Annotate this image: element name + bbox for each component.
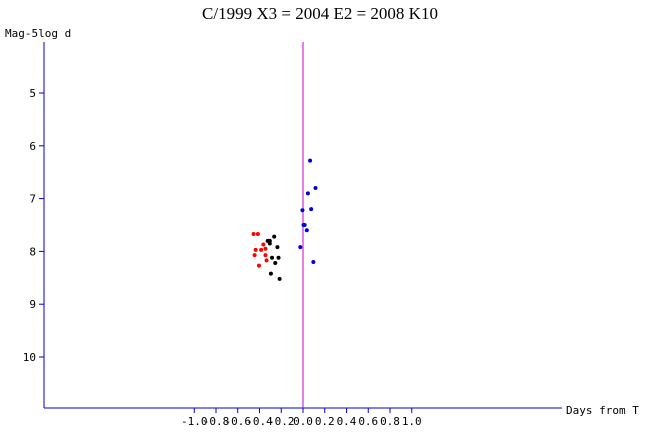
data-point (268, 271, 273, 276)
y-tick-label: 10 (23, 351, 36, 364)
data-point (253, 247, 258, 252)
data-point (264, 258, 269, 263)
data-point (298, 245, 303, 250)
y-tick-label: 5 (29, 87, 36, 100)
x-tick-label: 0.0 (293, 415, 313, 428)
data-point (300, 208, 305, 213)
data-point (305, 191, 310, 196)
data-point (259, 247, 264, 252)
x-tick-label: 1.0 (402, 415, 422, 428)
data-point (252, 253, 257, 258)
data-point (304, 228, 309, 233)
y-ticks: 5 6 7 8 9 10 (23, 87, 44, 364)
x-tick-label: 0.6 (358, 415, 378, 428)
data-points (251, 158, 318, 281)
data-point (256, 263, 261, 268)
data-point (255, 231, 260, 236)
data-point (309, 207, 314, 212)
y-tick-label: 7 (29, 193, 36, 206)
data-point (302, 223, 307, 227)
data-point (313, 186, 318, 191)
data-point (308, 158, 313, 163)
data-point (263, 253, 268, 258)
y-tick-label: 6 (29, 140, 36, 153)
x-ticks: -1.0-0.8-0.6-0.4-0.20.0 0.2 0.4 0.6 0.8 1.0 (181, 408, 422, 428)
data-point (276, 255, 281, 260)
data-point (311, 259, 316, 264)
data-point (251, 231, 256, 236)
data-point (273, 261, 278, 266)
x-tick-label: -0.8 (203, 415, 230, 428)
x-tick-label: -0.4 (246, 415, 273, 428)
data-point (267, 241, 272, 246)
data-point (272, 234, 277, 239)
y-tick-label: 9 (29, 298, 36, 311)
data-point (263, 246, 268, 251)
data-point (275, 245, 280, 250)
x-tick-label: -0.6 (225, 415, 252, 428)
x-tick-label: 0.8 (380, 415, 400, 428)
y-tick-label: 8 (29, 245, 36, 258)
x-axis-label: Days from T (566, 404, 639, 417)
y-axis-label: Mag-5log d (5, 27, 71, 40)
data-point (270, 255, 275, 260)
x-tick-label: -0.2 (268, 415, 295, 428)
chart-title: C/1999 X3 = 2004 E2 = 2008 K10 (202, 4, 438, 23)
x-tick-label: -1.0 (181, 415, 208, 428)
x-tick-label: 0.2 (315, 415, 335, 428)
data-point (277, 276, 282, 281)
x-tick-label: 0.4 (337, 415, 357, 428)
data-point (261, 242, 266, 247)
